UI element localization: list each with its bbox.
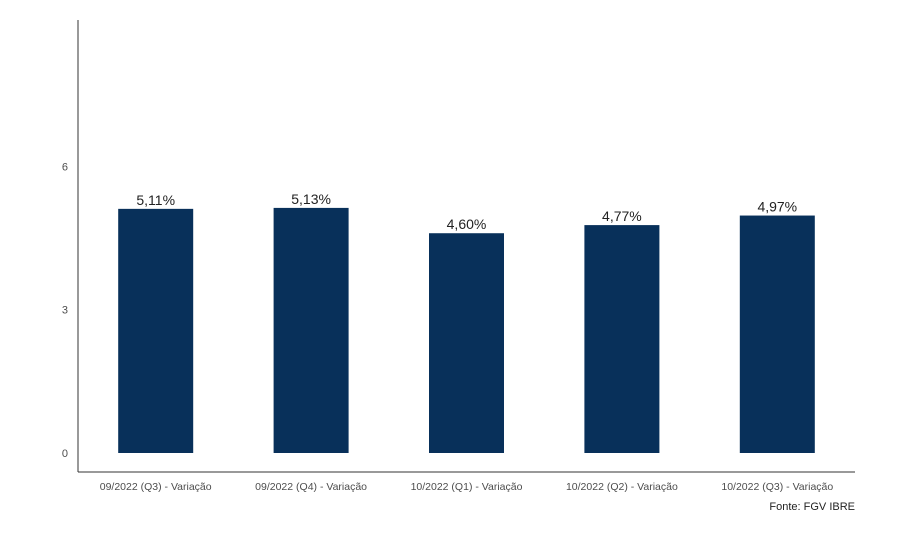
bar — [584, 225, 660, 453]
bar — [739, 215, 815, 453]
bar — [118, 208, 194, 453]
x-tick-label: 10/2022 (Q3) - Variação — [721, 481, 833, 493]
data-labels: 5,11% 5,13% 4,60% 4,77% 4,97% — [136, 191, 797, 232]
bar-value-label: 4,77% — [602, 208, 642, 224]
bar-value-label: 4,97% — [757, 199, 797, 215]
x-tick-label: 09/2022 (Q4) - Variação — [255, 481, 367, 493]
bars — [118, 207, 815, 453]
x-axis-category-labels: 09/2022 (Q3) - Variação 09/2022 (Q4) - Va… — [100, 481, 834, 493]
y-tick-label: 3 — [62, 305, 68, 317]
bar-value-label: 5,11% — [136, 192, 175, 208]
x-tick-label: 10/2022 (Q1) - Variação — [411, 481, 523, 493]
bar — [429, 233, 504, 453]
source-note: Fonte: FGV IBRE — [769, 501, 855, 513]
x-tick-label: 10/2022 (Q2) - Variação — [566, 481, 678, 493]
bar — [273, 207, 349, 453]
bar-value-label: 5,13% — [291, 191, 331, 207]
x-tick-label: 09/2022 (Q3) - Variação — [100, 481, 212, 493]
y-tick-label: 0 — [62, 448, 68, 460]
y-tick-label: 6 — [62, 161, 68, 173]
bar-value-label: 4,60% — [447, 216, 487, 232]
y-axis-ticks: 0 3 6 — [62, 161, 68, 460]
